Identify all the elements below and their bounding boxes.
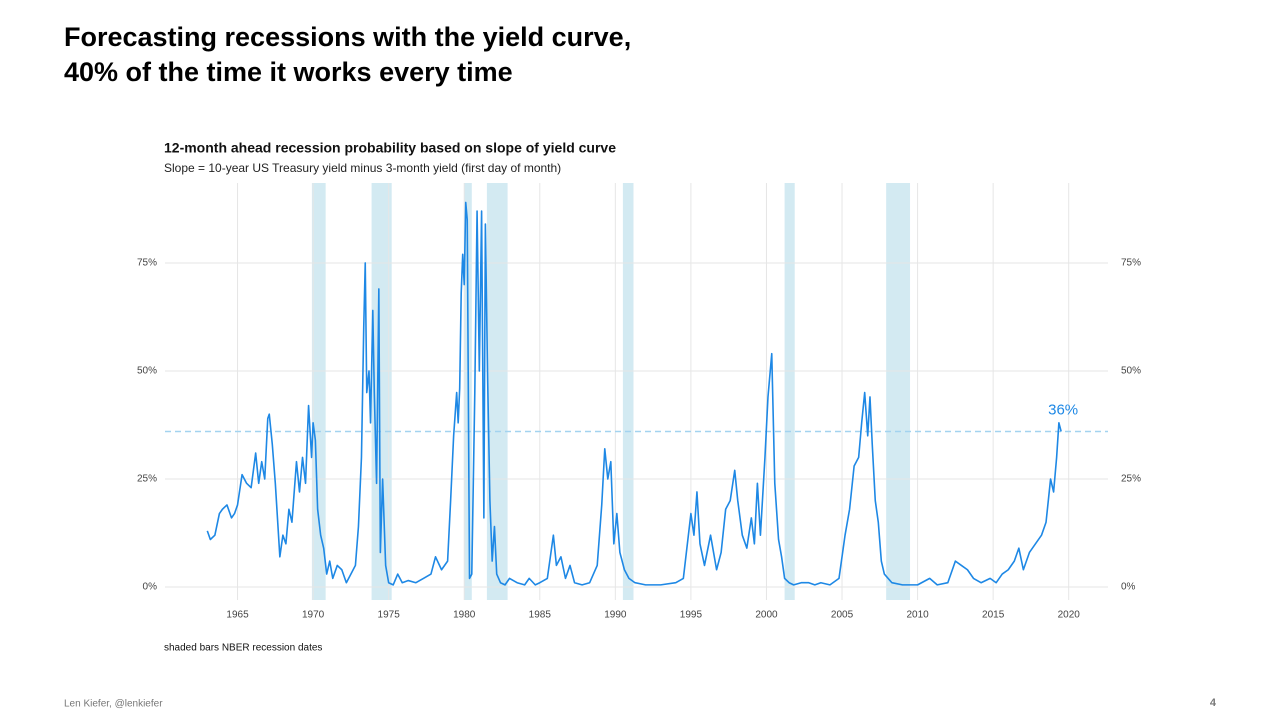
x-tick-label: 2010: [906, 610, 929, 621]
x-tick-label: 1970: [302, 610, 325, 621]
recession-bar: [784, 183, 795, 600]
x-tick-label: 1995: [680, 610, 703, 621]
x-tick-label: 2005: [831, 610, 854, 621]
x-tick-label: 1975: [378, 610, 401, 621]
y-tick-label: 0%: [143, 582, 158, 593]
y2-tick-label: 0%: [1121, 582, 1136, 593]
x-tick-label: 1985: [529, 610, 552, 621]
x-tick-label: 2015: [982, 610, 1005, 621]
plot-area: 0% 25% 50% 75% 0% 25% 50% 75% 1965 1970 1975 1980 19…: [137, 183, 1141, 621]
caption: shaded bars NBER recession dates: [164, 643, 322, 654]
slide-title: 40% of the time it works every time: [64, 57, 513, 87]
slide-title: Forecasting recessions with the yield cu…: [64, 22, 631, 52]
recession-bar: [486, 183, 508, 600]
x-tick-label: 2000: [755, 610, 778, 621]
x-tick-label: 1980: [453, 610, 476, 621]
x-tick-label: 2020: [1058, 610, 1081, 621]
footer: Len Kiefer, @lenkiefer: [64, 699, 163, 710]
recession-bar: [886, 183, 911, 600]
chart-title: 12-month ahead recession probability bas…: [164, 140, 616, 156]
y2-tick-label: 75%: [1121, 258, 1141, 269]
y-tick-label: 50%: [137, 366, 157, 377]
annotation: 36%: [1048, 401, 1078, 418]
series-line: [206, 201, 1062, 586]
y2-tick-label: 25%: [1121, 474, 1141, 485]
x-tick-label: 1965: [226, 610, 249, 621]
recession-bar: [311, 183, 326, 600]
y-tick-label: 25%: [137, 474, 157, 485]
y2-tick-label: 50%: [1121, 366, 1141, 377]
recession-bar: [371, 183, 392, 600]
x-tick-label: 1990: [604, 610, 627, 621]
page-number: 4: [1210, 697, 1217, 709]
chart-subtitle: Slope = 10-year US Treasury yield minus …: [164, 161, 561, 175]
y-tick-label: 75%: [137, 258, 157, 269]
recession-bar: [622, 183, 634, 600]
